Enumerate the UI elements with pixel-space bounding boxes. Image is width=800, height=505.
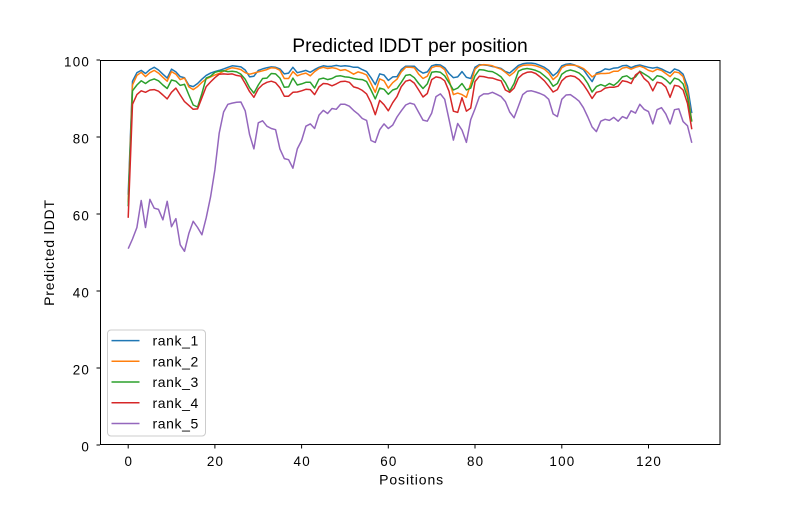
svg-text:40: 40 bbox=[294, 454, 311, 469]
svg-text:100: 100 bbox=[64, 54, 90, 69]
svg-text:40: 40 bbox=[73, 285, 90, 300]
svg-text:rank_2: rank_2 bbox=[153, 353, 199, 369]
svg-text:0: 0 bbox=[81, 439, 90, 454]
svg-text:Predicted lDDT per position: Predicted lDDT per position bbox=[292, 36, 527, 57]
svg-text:rank_3: rank_3 bbox=[153, 374, 199, 390]
svg-text:Positions: Positions bbox=[379, 471, 444, 487]
svg-text:80: 80 bbox=[467, 454, 484, 469]
svg-text:0: 0 bbox=[124, 454, 133, 469]
svg-text:rank_1: rank_1 bbox=[153, 333, 199, 349]
svg-text:60: 60 bbox=[73, 208, 90, 223]
svg-text:20: 20 bbox=[207, 454, 224, 469]
svg-text:rank_5: rank_5 bbox=[153, 416, 199, 432]
svg-text:80: 80 bbox=[73, 131, 90, 146]
svg-text:20: 20 bbox=[73, 362, 90, 377]
svg-text:rank_4: rank_4 bbox=[153, 395, 199, 411]
svg-text:Predicted lDDT: Predicted lDDT bbox=[41, 199, 57, 306]
svg-text:120: 120 bbox=[636, 454, 662, 469]
svg-text:60: 60 bbox=[380, 454, 397, 469]
svg-text:100: 100 bbox=[549, 454, 575, 469]
